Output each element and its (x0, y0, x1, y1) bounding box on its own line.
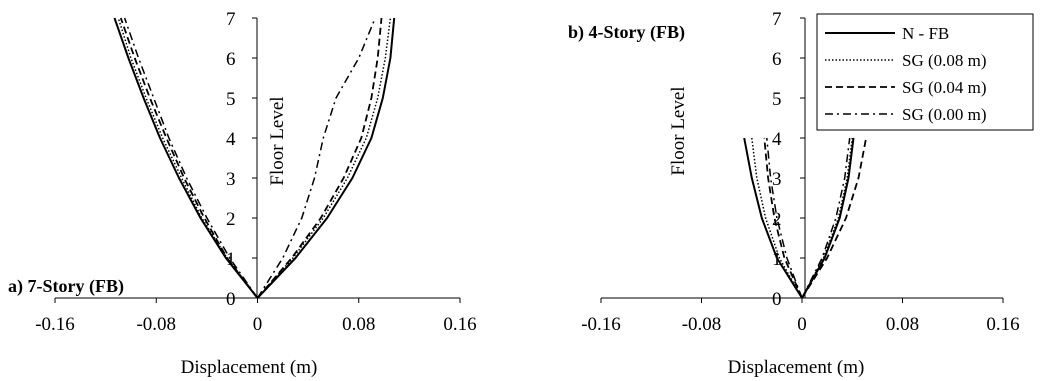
x-axis-title: Displacement (m) (728, 357, 865, 378)
series-line-left (117, 17, 259, 299)
legend-label-n-fb: N - FB (902, 24, 949, 43)
series-line-left (123, 17, 259, 299)
legend-label-sg-000: SG (0.00 m) (902, 105, 987, 124)
x-tick-label: 0.08 (886, 314, 919, 335)
y-tick-label: 6 (226, 49, 236, 70)
x-tick-group: -0.16 -0.08 0 0.08 0.16 (35, 298, 477, 335)
series-line-left (743, 137, 803, 299)
y-tick-label: 3 (226, 169, 236, 190)
y-tick-label: 6 (772, 49, 782, 70)
y-tick-label: 3 (772, 169, 782, 190)
series-line-right (801, 137, 867, 299)
panel-title-b: b) 4-Story (FB) (568, 22, 685, 43)
y-tick-label: 4 (772, 129, 782, 150)
x-tick-label: -0.16 (581, 314, 621, 335)
series-line-left (751, 137, 803, 299)
y-tick-label: 7 (772, 9, 782, 30)
y-tick-label: 0 (226, 289, 236, 310)
series-line-right (256, 17, 396, 299)
y-tick-label: 2 (226, 209, 236, 230)
y-axis-title: Floor Level (267, 96, 288, 185)
series-line-right (256, 17, 376, 299)
series-line-right (801, 137, 855, 299)
series-line-left (119, 17, 259, 299)
x-tick-label: 0 (253, 314, 263, 335)
y-axis-title: Floor Level (668, 86, 689, 175)
y-tick-label: 2 (772, 209, 782, 230)
panel-title-a: a) 7-Story (FB) (8, 276, 124, 297)
x-tick-label: -0.08 (682, 314, 722, 335)
x-tick-group: -0.16 -0.08 0 0.08 0.16 (581, 298, 1020, 335)
x-tick-label: -0.16 (35, 314, 75, 335)
legend: N - FB SG (0.08 m) SG (0.04 m) SG (0.00 … (816, 13, 1034, 131)
chart-panel-a: -0.16 -0.08 0 0.08 0.16 0 1 2 3 4 5 6 7 Floor Level… (8, 9, 477, 378)
y-tick-label: 1 (226, 249, 236, 270)
series-line-right (801, 137, 854, 299)
x-tick-label: 0 (797, 314, 807, 335)
x-tick-label: 0.16 (986, 314, 1019, 335)
y-tick-group: 0 1 2 3 4 5 6 7 (226, 9, 257, 310)
series-line-left (113, 17, 259, 299)
series-line-right (256, 17, 383, 299)
legend-box (816, 13, 1034, 131)
legend-label-sg-004: SG (0.04 m) (902, 78, 987, 97)
series-line-right (256, 17, 392, 299)
y-tick-label: 0 (772, 289, 782, 310)
y-tick-label: 5 (772, 89, 782, 110)
series-line-left (763, 137, 803, 299)
legend-label-sg-008: SG (0.08 m) (902, 51, 987, 70)
y-tick-label: 5 (226, 89, 236, 110)
series-line-right (801, 137, 851, 299)
series-layer (743, 137, 867, 299)
x-tick-label: 0.16 (443, 314, 476, 335)
x-tick-label: 0.08 (342, 314, 375, 335)
series-layer (113, 17, 396, 299)
y-tick-label: 4 (226, 129, 236, 150)
y-tick-label: 7 (226, 9, 236, 30)
x-tick-label: -0.08 (136, 314, 176, 335)
x-axis-title: Displacement (m) (181, 357, 318, 378)
